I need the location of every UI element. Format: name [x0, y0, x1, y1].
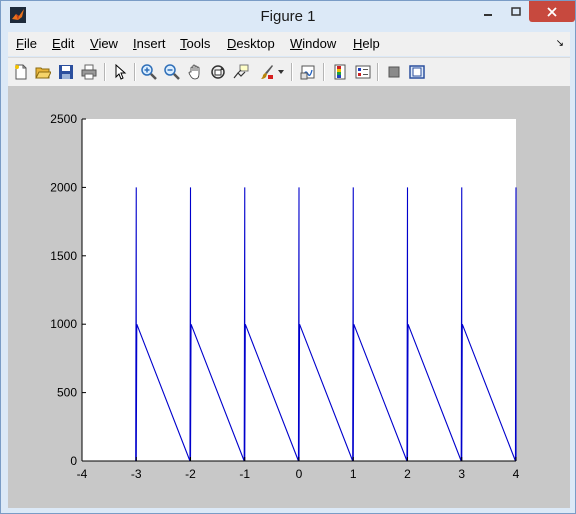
- pan-button[interactable]: [185, 62, 205, 82]
- toolbar-separator: [134, 63, 136, 81]
- maximize-button[interactable]: [503, 1, 529, 22]
- matlab-logo-icon: [10, 7, 26, 23]
- x-tick-label: -4: [77, 467, 88, 481]
- menu-desktop[interactable]: Desktop: [227, 36, 275, 51]
- brush-dropdown[interactable]: [276, 62, 286, 82]
- link-plot-icon: [300, 65, 315, 80]
- zoom-out-icon: [164, 64, 180, 80]
- rotate-3d-icon: [211, 65, 225, 79]
- x-tick-label: -2: [185, 467, 196, 481]
- legend-icon: [355, 65, 371, 79]
- menu-edit[interactable]: Edit: [52, 36, 75, 51]
- x-tick-label: 1: [350, 467, 357, 481]
- y-tick-label: 500: [57, 386, 77, 400]
- zoom-in-button[interactable]: [139, 62, 159, 82]
- figure-canvas[interactable]: -4 -3 -2 -1 0 1 2 3 4 0 500 1000 1500 2000 2500: [8, 86, 570, 508]
- title-bar[interactable]: Figure 1: [1, 1, 575, 32]
- y-tick-label: 1500: [50, 249, 77, 263]
- x-tick-label: 0: [296, 467, 303, 481]
- pan-icon: [188, 64, 200, 80]
- menu-view[interactable]: View: [90, 36, 118, 51]
- data-cursor-icon: [233, 64, 249, 79]
- show-plot-tools-icon: [409, 65, 425, 79]
- print-button[interactable]: [79, 62, 99, 82]
- hide-plot-tools-button[interactable]: [384, 62, 404, 82]
- toolbar-separator: [291, 63, 293, 81]
- y-tick-label: 1000: [50, 317, 77, 331]
- menu-window[interactable]: Window: [290, 36, 337, 51]
- dock-arrow-icon[interactable]: ↘: [555, 38, 564, 49]
- show-plot-tools-button[interactable]: [407, 62, 427, 82]
- legend-button[interactable]: [353, 62, 373, 82]
- rotate-3d-button[interactable]: [208, 62, 228, 82]
- open-file-button[interactable]: [33, 62, 53, 82]
- y-tick-label: 0: [70, 454, 77, 468]
- zoom-in-icon: [141, 64, 157, 80]
- y-tick-label: 2000: [50, 180, 77, 194]
- menu-insert[interactable]: Insert: [133, 36, 166, 51]
- minimize-icon: [484, 13, 492, 16]
- hide-plot-tools-icon: [388, 66, 400, 78]
- link-plot-button[interactable]: [298, 62, 318, 82]
- edit-plot-icon: [115, 64, 127, 80]
- x-tick-label: -3: [131, 467, 142, 481]
- open-file-icon: [35, 67, 51, 79]
- new-figure-icon: [15, 64, 27, 80]
- save-icon: [59, 65, 73, 79]
- new-figure-button[interactable]: [11, 62, 31, 82]
- brush-button[interactable]: [256, 62, 276, 82]
- data-series-line-0: [82, 187, 517, 462]
- menu-help[interactable]: Help: [353, 36, 380, 51]
- save-button[interactable]: [56, 62, 76, 82]
- x-tick-label: -1: [239, 467, 250, 481]
- menu-tools[interactable]: Tools: [180, 36, 211, 51]
- x-tick-label: 2: [404, 467, 411, 481]
- colorbar-icon: [334, 64, 346, 80]
- window-title: Figure 1: [260, 8, 316, 25]
- line-plot[interactable]: -4 -3 -2 -1 0 1 2 3 4 0 500 1000 1500 2000 2500: [8, 86, 570, 508]
- brush-icon: [261, 65, 273, 79]
- colorbar-button[interactable]: [330, 62, 350, 82]
- close-icon: [547, 6, 557, 17]
- print-icon: [81, 64, 97, 80]
- close-button[interactable]: [529, 1, 575, 22]
- chevron-down-icon: [278, 70, 284, 74]
- data-cursor-button[interactable]: [231, 62, 251, 82]
- x-tick-label: 3: [458, 467, 465, 481]
- figure-toolbar: [8, 57, 570, 86]
- x-tick-label: 4: [513, 467, 520, 481]
- zoom-out-button[interactable]: [162, 62, 182, 82]
- menu-file[interactable]: File: [16, 36, 37, 51]
- y-tick-label: 2500: [50, 112, 77, 126]
- toolbar-separator: [104, 63, 106, 81]
- toolbar-separator: [377, 63, 379, 81]
- maximize-icon: [511, 6, 521, 16]
- menu-bar: File Edit View Insert Tools Desktop Wind…: [8, 32, 570, 56]
- edit-plot-button[interactable]: [110, 62, 130, 82]
- minimize-button[interactable]: [475, 1, 501, 22]
- toolbar-separator: [323, 63, 325, 81]
